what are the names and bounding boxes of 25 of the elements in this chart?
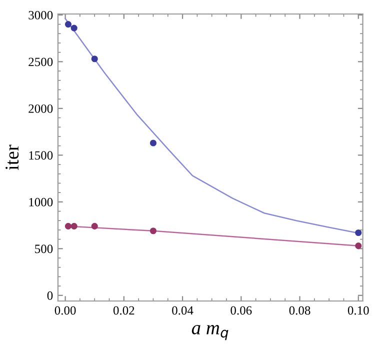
point bbox=[355, 242, 362, 250]
x-tick-label: 0.06 bbox=[230, 306, 252, 315]
y-tick-label: 2000 bbox=[28, 104, 53, 113]
y-tick-label: 0 bbox=[47, 291, 53, 300]
point bbox=[64, 20, 72, 28]
point bbox=[64, 222, 72, 230]
x-tick-label: 0.10 bbox=[348, 306, 369, 315]
point bbox=[150, 140, 157, 146]
point bbox=[70, 222, 78, 230]
x-tick-label: 0.04 bbox=[172, 306, 194, 315]
point bbox=[70, 24, 78, 32]
x-axis-title: a m$_{q}$ bbox=[192, 325, 228, 340]
point bbox=[150, 228, 157, 234]
y-tick-label: 1500 bbox=[29, 151, 53, 160]
y-tick-label: 2500 bbox=[28, 58, 53, 66]
x-tick-label: 0.00 bbox=[54, 306, 76, 315]
y-axis-title: iter bbox=[6, 144, 19, 170]
point bbox=[91, 222, 98, 230]
y-tick-label: 1000 bbox=[29, 198, 53, 206]
y-tick-label: 3000 bbox=[28, 10, 53, 20]
y-tick-label: 500 bbox=[35, 244, 53, 254]
x-tick-label: 0.02 bbox=[113, 306, 134, 315]
point bbox=[91, 56, 98, 62]
point bbox=[355, 229, 362, 236]
x-tick-label: 0.08 bbox=[289, 306, 310, 315]
